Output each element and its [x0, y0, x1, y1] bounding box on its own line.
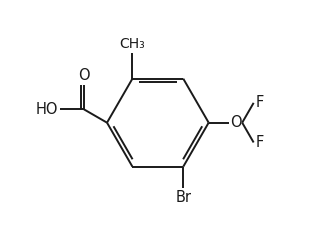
Text: F: F	[256, 135, 264, 150]
Text: HO: HO	[35, 102, 58, 117]
Text: CH₃: CH₃	[120, 37, 145, 51]
Text: O: O	[78, 68, 90, 83]
Text: O: O	[230, 115, 241, 130]
Text: Br: Br	[175, 190, 191, 205]
Text: F: F	[256, 95, 264, 110]
